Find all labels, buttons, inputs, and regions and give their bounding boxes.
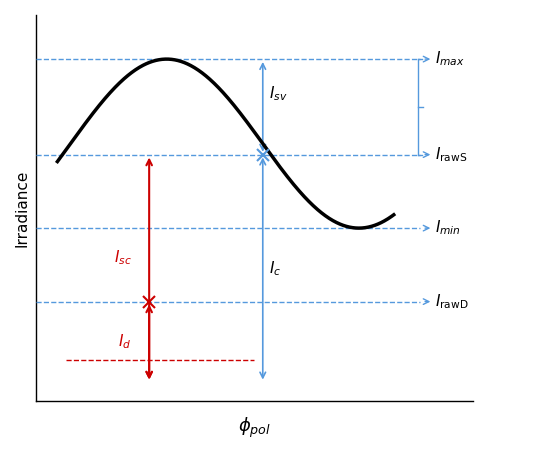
Text: $I_{\mathrm{rawD}}$: $I_{\mathrm{rawD}}$ [435,292,469,311]
Y-axis label: Irradiance: Irradiance [15,169,30,247]
Text: $I_{\mathrm{rawS}}$: $I_{\mathrm{rawS}}$ [435,145,468,164]
Text: $I_d$: $I_d$ [119,333,132,351]
Text: $I_{sv}$: $I_{sv}$ [269,84,288,103]
Text: $I_{max}$: $I_{max}$ [435,50,465,69]
X-axis label: $\phi_{pol}$: $\phi_{pol}$ [238,416,270,440]
Text: $I_c$: $I_c$ [269,259,281,278]
Text: $I_{sc}$: $I_{sc}$ [114,248,132,267]
Text: $I_{min}$: $I_{min}$ [435,219,461,237]
